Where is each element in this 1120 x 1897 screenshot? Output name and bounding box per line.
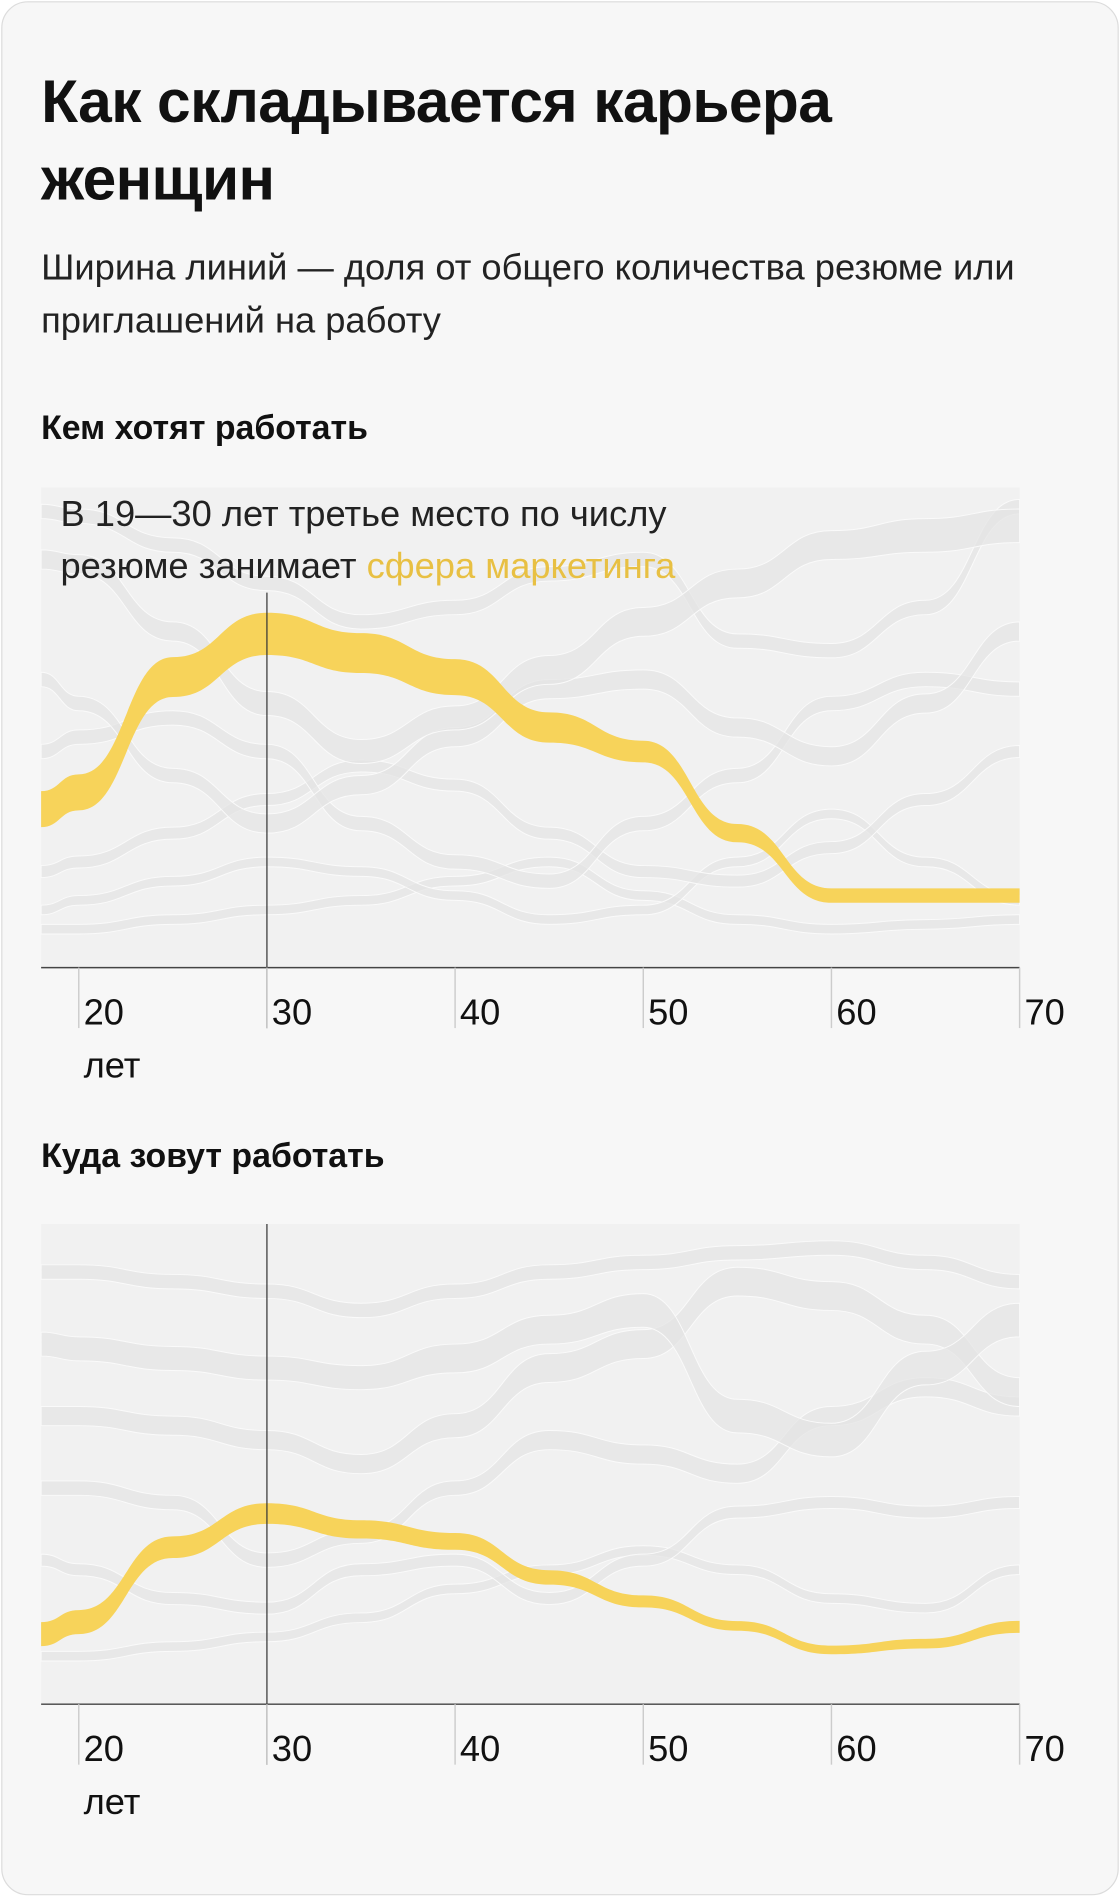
subtitle: Ширина линий — доля от общего количества… [41, 247, 1015, 342]
chart [40, 487, 1021, 1029]
annotation: В 19—30 лет третье место по числу резюме… [60, 489, 786, 593]
band [40, 1240, 1021, 1319]
annotation-highlight: сфера маркетинга [366, 546, 676, 587]
chart [40, 1224, 1021, 1765]
band [40, 856, 1021, 935]
section-title: Куда зовут работать [41, 1136, 385, 1175]
band [40, 1266, 1021, 1475]
x-tick-label: 40 [459, 992, 501, 1033]
section-title: Кем хотят работать [41, 408, 368, 447]
band [40, 1545, 1021, 1662]
x-tick-label: 70 [1024, 1729, 1065, 1770]
highlight-band [41, 1503, 1020, 1655]
band [40, 621, 1021, 834]
band [40, 508, 1021, 765]
x-tick-label: 40 [459, 1729, 501, 1770]
x-tick-label: 20 лет [83, 992, 141, 1087]
x-tick-label: 50 [648, 992, 689, 1033]
x-tick-label: 70 [1024, 992, 1065, 1033]
x-tick-label: 30 [271, 1729, 313, 1770]
x-tick-label: 30 [271, 992, 313, 1033]
x-tick-label: 60 [836, 992, 877, 1033]
band [40, 808, 1021, 925]
band [40, 1293, 1021, 1458]
x-tick-label: 60 [836, 1729, 877, 1770]
annotation-text: В 19—30 лет третье место по числу резюме… [60, 494, 667, 587]
band [40, 671, 1021, 889]
band [40, 1496, 1021, 1615]
x-tick-label: 50 [648, 1729, 689, 1770]
title: Как складывается карьера женщин [41, 67, 832, 213]
x-tick-label: 20 лет [83, 1729, 141, 1823]
